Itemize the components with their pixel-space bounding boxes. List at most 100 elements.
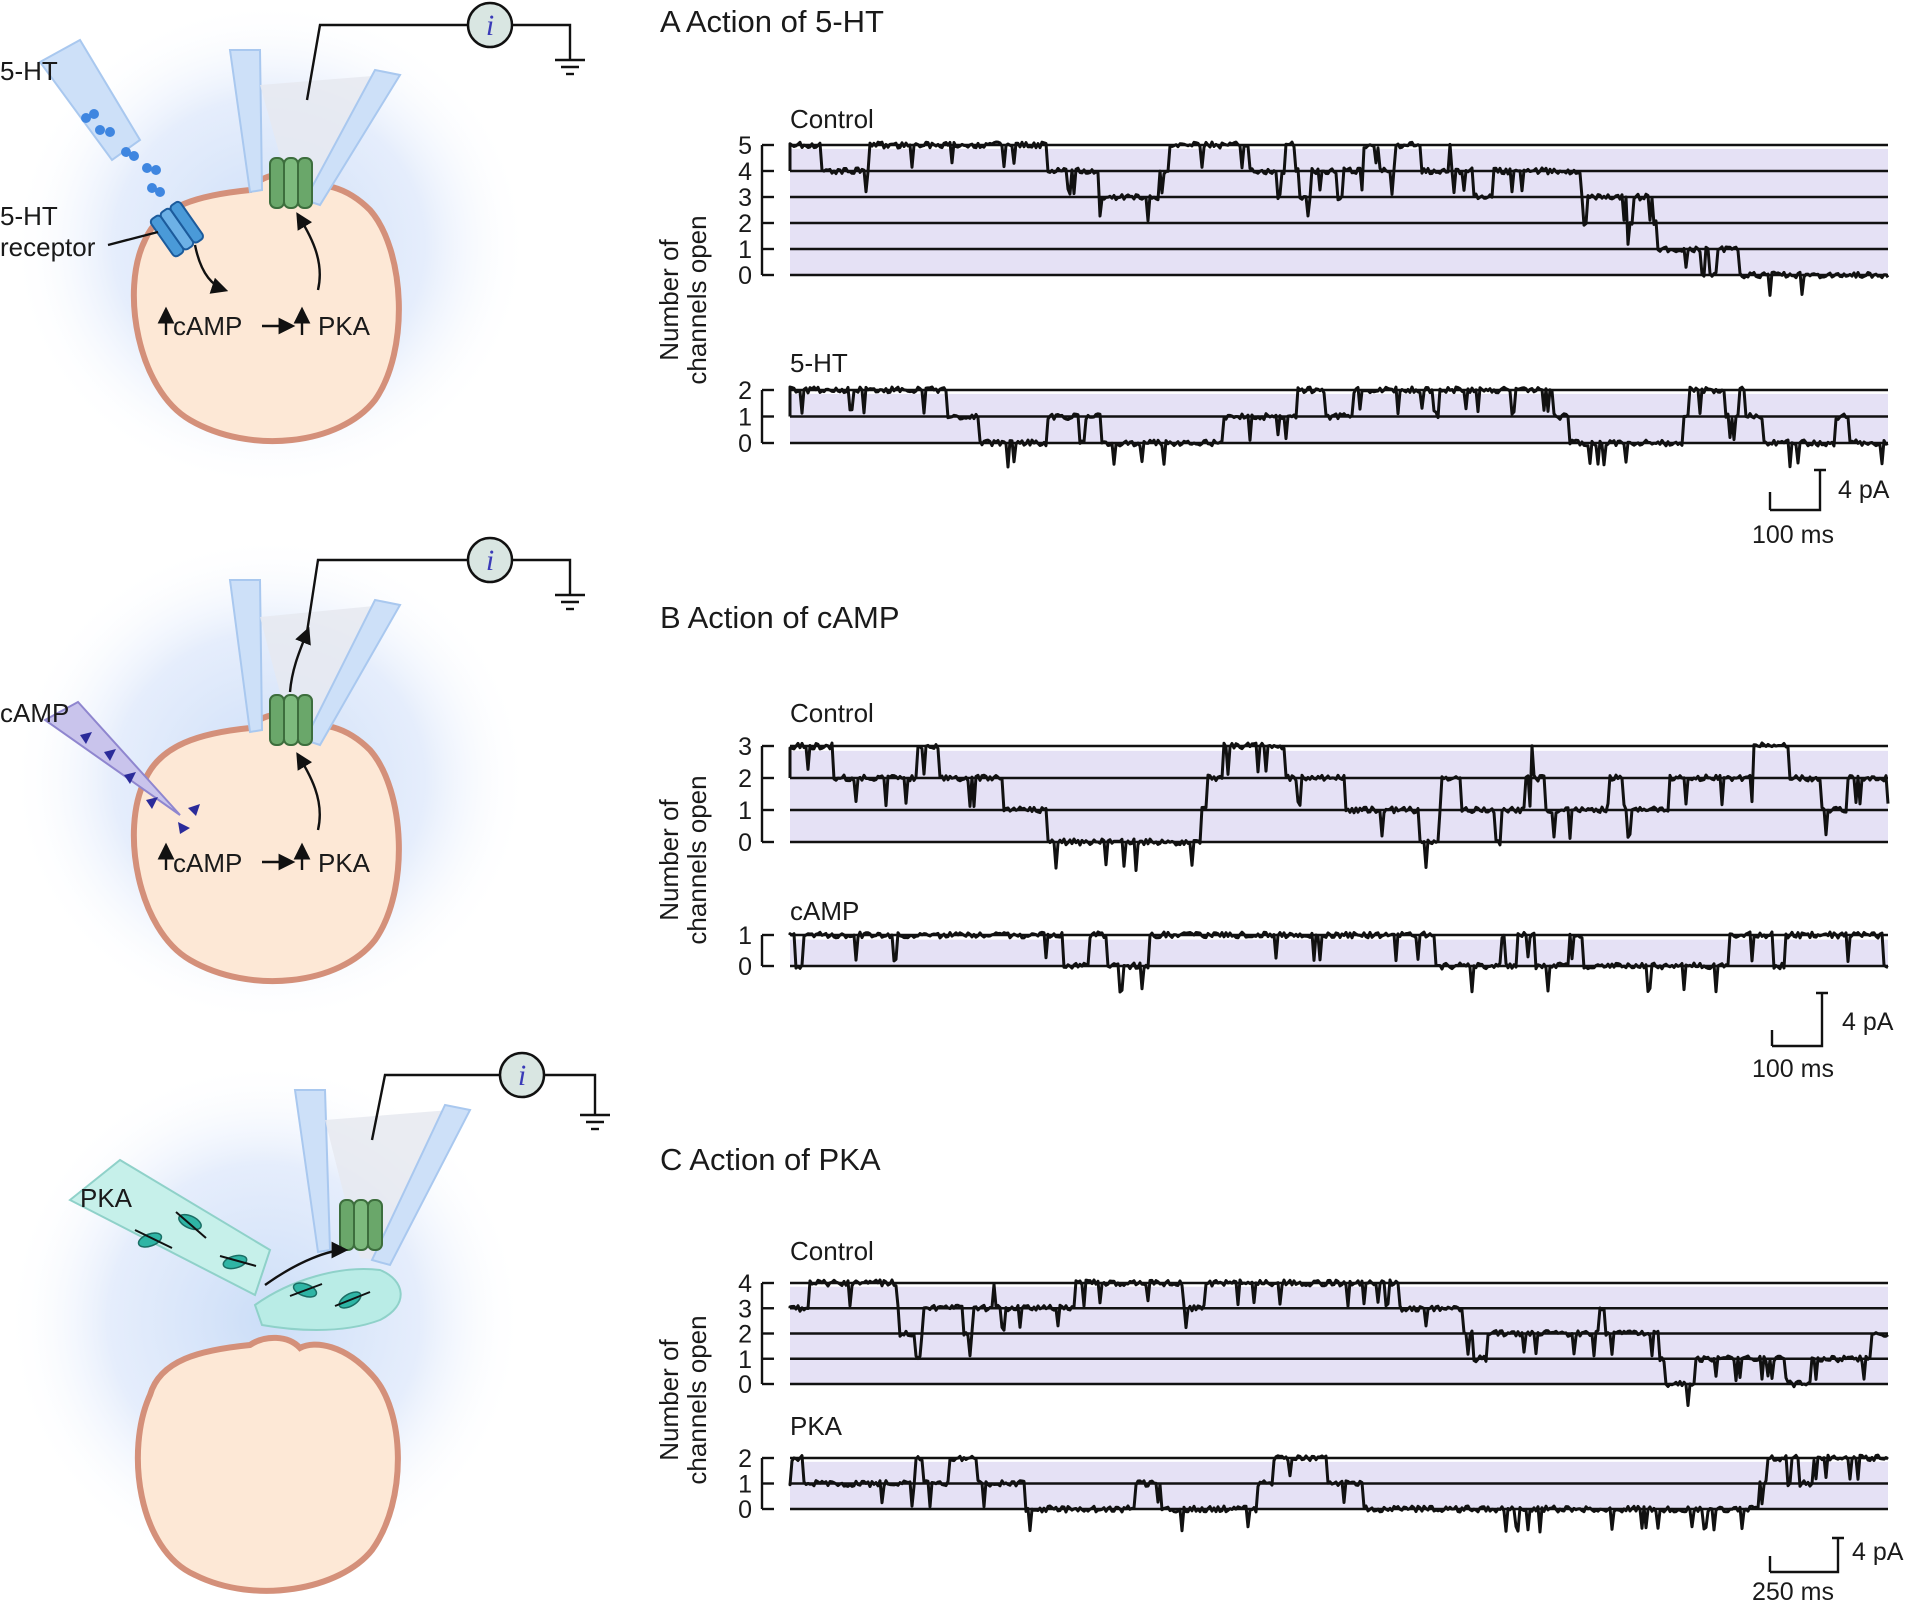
label-receptor-line2: receptor: [0, 232, 96, 262]
ion-channel: [269, 157, 313, 209]
current-trace: [788, 930, 1889, 994]
scalebar-current: 4 pA: [1852, 1538, 1904, 1566]
current-trace: [788, 385, 1889, 469]
arrow-pka-to-channel: [264, 1241, 349, 1286]
trace-plot-1-0: 3 2 1 0: [738, 733, 1890, 872]
camp-label: cAMP: [173, 848, 242, 878]
panel-a-ylabel-line1: Number of: [654, 239, 684, 361]
ground-icon: [580, 1113, 610, 1131]
panel-c-ylabel-line2: channels open: [682, 1315, 712, 1484]
level-tick-label: 0: [738, 1496, 752, 1524]
level-tick-label: 1: [738, 236, 752, 264]
trace-c2-label: PKA: [790, 1411, 843, 1441]
diagram-c: i PKA: [5, 1051, 610, 1594]
current-trace: [788, 1453, 1889, 1534]
trace-b1-label: Control: [790, 698, 874, 728]
excised-patch: [253, 1268, 402, 1331]
level-tick-label: 0: [738, 430, 752, 458]
ground-icon: [555, 58, 585, 76]
arrow-pka-to-channel: [296, 212, 321, 291]
panel-b-title: B Action of cAMP: [660, 600, 900, 635]
level-tick-label: 0: [738, 953, 752, 981]
label-camp-injection: cAMP: [0, 698, 69, 728]
injection-pipette: [43, 700, 181, 816]
trace-a1-label: Control: [790, 104, 874, 134]
scalebar-time: 250 ms: [1752, 1578, 1834, 1606]
diagram-b: i cAMP cAMP PKA: [0, 535, 585, 1025]
ground-wire: [544, 1073, 597, 1115]
level-tick-label: 3: [738, 733, 752, 761]
level-tick-label: 4: [738, 1270, 752, 1298]
label-pka-perfusion: PKA: [80, 1183, 133, 1213]
pipette-left-wall: [228, 49, 264, 194]
meter-symbol: i: [518, 1059, 526, 1092]
level-tick-label: 0: [738, 1371, 752, 1399]
scalebar-time: 100 ms: [1752, 521, 1834, 549]
ion-channel: [339, 1199, 383, 1251]
level-tick-label: 1: [738, 1471, 752, 1499]
panel-a-scalebar: 4 pA 100 ms: [1752, 468, 1890, 549]
arrow-receptor-to-camp: [193, 244, 229, 294]
pka-label: PKA: [318, 848, 371, 878]
pipette-right-wall: [303, 598, 402, 747]
recordings: A Action of 5-HT Control 5-HT Number of …: [654, 4, 1904, 1606]
electrode-wire: [370, 1073, 505, 1141]
panel-c-title: C Action of PKA: [660, 1142, 881, 1177]
pipette-left-wall: [228, 579, 264, 734]
level-tick-label: 2: [738, 377, 752, 405]
level-tick-label: 2: [738, 1445, 752, 1473]
open-level-band: [790, 939, 1888, 966]
ground-wire: [512, 558, 572, 595]
camp-label: cAMP: [173, 311, 242, 341]
open-level-band: [790, 148, 1888, 275]
trace-plot-2-1: 210: [738, 1445, 1889, 1534]
ground-icon: [555, 593, 585, 611]
panel-b-ylabel-line2: channels open: [682, 775, 712, 944]
level-tick-label: 1: [738, 797, 752, 825]
trace-b2-label: cAMP: [790, 896, 859, 926]
panel-a-ylabel-line2: channels open: [682, 215, 712, 384]
scalebar-current: 4 pA: [1838, 476, 1890, 504]
level-tick-label: 1: [738, 404, 752, 432]
ground-wire: [512, 23, 572, 60]
receptor-pointer: [107, 230, 159, 247]
panel-a-title: A Action of 5-HT: [660, 4, 884, 39]
level-tick-label: 5: [738, 132, 752, 160]
pipette-right-wall: [303, 68, 402, 207]
label-receptor-line1: 5-HT: [0, 201, 58, 231]
current-trace: [788, 1278, 1889, 1407]
trace-plot-0-1: 210: [738, 377, 1889, 469]
trace-c1-label: Control: [790, 1236, 874, 1266]
cell-body: [134, 1334, 401, 1594]
level-tick-label: 2: [738, 1321, 752, 1349]
level-tick-label: 1: [738, 1346, 752, 1374]
arrow-pka-to-channel: [296, 752, 321, 831]
level-tick-label: 3: [738, 184, 752, 212]
current-trace: [788, 140, 1890, 297]
electrode-wire: [305, 558, 470, 633]
level-tick-label: 2: [738, 765, 752, 793]
scalebar-time: 100 ms: [1752, 1055, 1834, 1083]
scalebar-current: 4 pA: [1842, 1008, 1894, 1036]
meter-symbol: i: [486, 544, 494, 577]
meter-symbol: i: [486, 9, 494, 42]
level-tick-label: 0: [738, 829, 752, 857]
puffer-pipette: [38, 38, 142, 162]
camp-molecules: [80, 732, 200, 834]
pka-label: PKA: [318, 311, 371, 341]
level-tick-label: 0: [738, 262, 752, 290]
current-trace: [788, 741, 1890, 872]
label-5ht: 5-HT: [0, 56, 58, 86]
electrode-wire: [305, 23, 470, 101]
pipette-right-wall: [370, 1103, 472, 1267]
trace-a2-label: 5-HT: [790, 348, 848, 378]
pka-perfusion-pipette: [68, 1158, 272, 1297]
ion-channel: [269, 694, 313, 746]
serotonin-receptor: [149, 200, 205, 258]
level-tick-label: 2: [738, 210, 752, 238]
panel-c-scalebar: 4 pA 250 ms: [1752, 1536, 1904, 1606]
level-tick-label: 3: [738, 1295, 752, 1323]
